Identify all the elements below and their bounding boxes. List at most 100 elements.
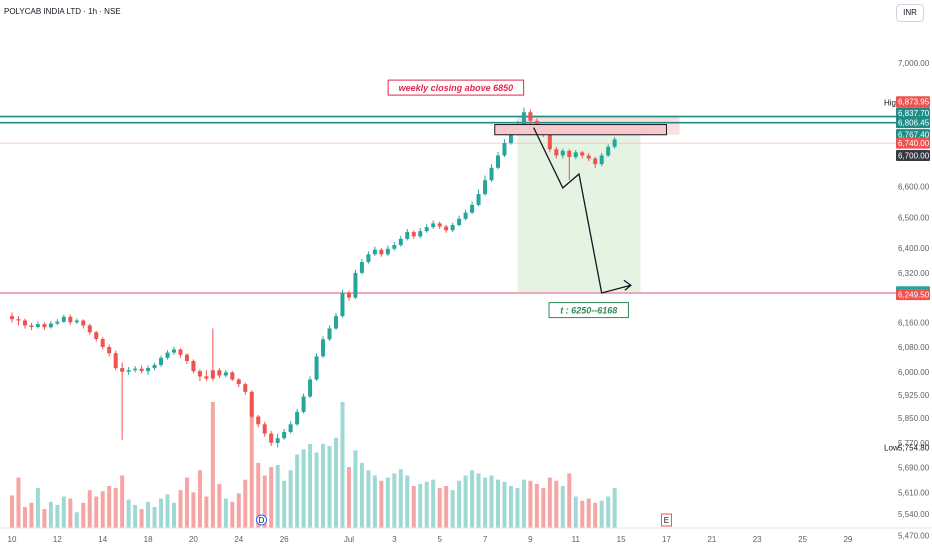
volume-bar — [236, 493, 241, 528]
volume-bar — [262, 475, 267, 528]
candle-body — [35, 324, 40, 327]
candle-body — [68, 316, 73, 323]
candle-body — [42, 324, 47, 328]
annotation: t : 6250--6168 — [548, 302, 629, 319]
price-badge-label: 6,837.70 — [898, 109, 930, 118]
candle-body — [424, 227, 429, 232]
x-tick-label: 21 — [707, 535, 716, 544]
y-tick-label: 7,000.00 — [898, 59, 930, 68]
candle-body — [463, 212, 468, 219]
y-tick-label: 5,610.00 — [898, 488, 930, 497]
price-badge — [896, 137, 930, 149]
candle-body — [599, 155, 604, 165]
candle-body — [521, 112, 526, 125]
symbol-header: POLYCAB INDIA LTD · 1h · NSE — [4, 7, 121, 16]
candle-body — [87, 325, 92, 333]
candle-body — [146, 368, 151, 372]
candle-body — [314, 356, 319, 380]
volume-bar — [295, 454, 300, 528]
volume-bar — [334, 437, 338, 528]
volume-bar — [152, 507, 157, 528]
volume-bar — [508, 486, 513, 528]
candle-body — [573, 152, 578, 158]
volume-bar — [42, 509, 47, 528]
volume-bar — [437, 488, 442, 528]
volume-bar — [172, 502, 176, 528]
candle-body — [593, 158, 598, 165]
x-tick-label: 12 — [53, 535, 62, 544]
volume-bar — [346, 467, 351, 528]
x-tick-label: 25 — [798, 535, 807, 544]
candle-body — [81, 320, 86, 326]
price-tag-high: High — [884, 99, 900, 108]
volume-bar — [10, 495, 14, 528]
annotation-text: t : 6250--6168 — [560, 306, 617, 316]
target-zone — [517, 134, 641, 293]
volume-bar — [541, 488, 546, 528]
earnings-mark-label: D — [259, 516, 265, 525]
candle-body — [379, 249, 384, 255]
candle-body — [191, 360, 196, 372]
y-tick-label: 5,690.00 — [898, 464, 930, 473]
annotation-box — [387, 79, 525, 96]
volume-bar — [502, 481, 507, 528]
volume-bar — [528, 480, 533, 528]
price-badge-label: 6,767.40 — [898, 131, 930, 140]
volume-bar — [301, 449, 306, 528]
candle-body — [353, 272, 358, 298]
candle-body — [236, 379, 241, 385]
candle-body — [508, 133, 513, 144]
volume-bar — [204, 496, 209, 528]
volume-bar — [94, 496, 99, 528]
volume-bar — [16, 477, 21, 528]
candle-body — [288, 424, 293, 433]
y-tick-label: 6,500.00 — [898, 213, 930, 222]
candle-body — [223, 372, 228, 376]
candle-body — [340, 292, 345, 317]
candle-body — [262, 424, 267, 434]
candle-body — [48, 323, 53, 328]
volume-bar — [113, 488, 118, 528]
candle-body — [411, 232, 416, 237]
volume-bar — [120, 475, 125, 528]
volume-bar — [483, 477, 488, 528]
annotation-text: weekly closing above 6850 — [399, 83, 514, 93]
candle-body — [418, 231, 423, 237]
volume-bar — [165, 494, 170, 528]
volume-bar — [178, 490, 183, 528]
volume-bar — [567, 473, 572, 528]
candle-body — [100, 339, 105, 348]
annotation-box — [548, 302, 629, 319]
candle-body — [204, 376, 209, 379]
candle-body — [165, 352, 170, 358]
candle-body — [107, 347, 112, 354]
price-badge-label: 6,249.50 — [898, 291, 930, 300]
candle-body — [554, 149, 559, 156]
volume-bar — [392, 473, 397, 528]
earnings-mark — [660, 513, 672, 527]
candle-body — [275, 438, 280, 443]
candle-body — [431, 223, 436, 228]
price-badge — [896, 129, 930, 141]
candle-body — [172, 349, 176, 353]
volume-bar — [87, 490, 92, 528]
volume-bar — [210, 402, 215, 528]
y-tick-label: 6,000.00 — [898, 368, 930, 377]
candle-body — [22, 320, 27, 326]
candle-body — [398, 238, 403, 246]
x-tick-label: 10 — [8, 535, 17, 544]
volume-bar — [534, 483, 539, 528]
price-badge — [896, 117, 930, 129]
candle-body — [210, 370, 215, 379]
candle-body — [334, 316, 338, 329]
volume-bar — [496, 479, 500, 528]
annotation: weekly closing above 6850 — [387, 79, 525, 96]
volume-bar — [230, 501, 235, 528]
candle-body — [437, 223, 442, 227]
volume-bar — [444, 486, 449, 528]
candle-body — [327, 328, 332, 340]
currency-button[interactable]: INR — [896, 4, 924, 22]
price-badge-label: 6,806.45 — [898, 119, 930, 128]
x-tick-label: 9 — [528, 535, 533, 544]
